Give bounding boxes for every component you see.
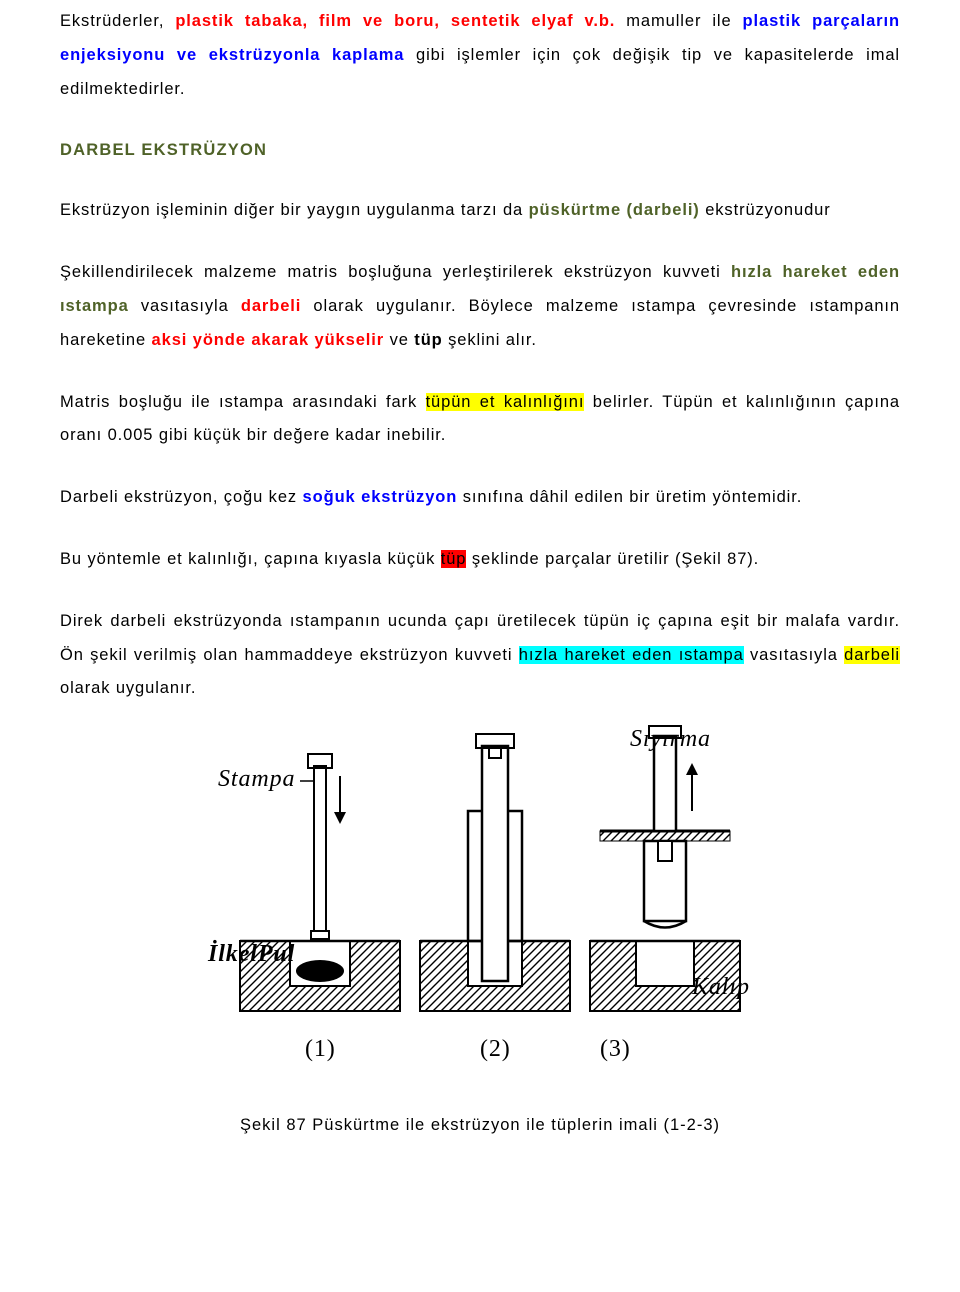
paragraph-6: Bu yöntemle et kalınlığı, çapına kıyasla…	[60, 543, 900, 577]
figure-caption: Şekil 87 Püskürtme ile ekstrüzyon ile tü…	[60, 1109, 900, 1143]
paragraph-1: Ekstrüderler, plastik tabaka, film ve bo…	[60, 5, 900, 106]
p1-text-c: mamuller ile	[615, 12, 742, 30]
p3-c: vasıtasıyla	[129, 297, 241, 315]
p7-highlight-yellow: darbeli	[844, 646, 900, 664]
label-n3: (3)	[600, 1036, 631, 1062]
p3-bold: tüp	[414, 331, 442, 349]
paragraph-2: Ekstrüzyon işleminin diğer bir yaygın uy…	[60, 194, 900, 228]
label-siyirma: Sıyırma	[630, 726, 711, 752]
paragraph-4: Matris boşluğu ile ıstampa arasındaki fa…	[60, 386, 900, 454]
stage-3	[590, 726, 740, 1011]
paragraph-3: Şekillendirilecek malzeme matris boşluğu…	[60, 256, 900, 357]
p7-e: olarak uygulanır.	[60, 679, 196, 697]
p3-g: ve	[384, 331, 414, 349]
p3-red-1: darbeli	[241, 297, 301, 315]
p5-c: sınıfına dâhil edilen bir üretim yöntemi…	[457, 488, 802, 506]
p2-olive: püskürtme (darbeli)	[529, 201, 700, 219]
p2-c: ekstrüzyonudur	[700, 201, 831, 219]
p5-blue: soğuk ekstrüzyon	[303, 488, 458, 506]
paragraph-5: Darbeli ekstrüzyon, çoğu kez soğuk ekstr…	[60, 481, 900, 515]
p1-text-a: Ekstrüderler,	[60, 12, 175, 30]
stage-1	[240, 754, 400, 1011]
label-stampa: Stampa	[218, 766, 295, 792]
label-kalip: Kalıp	[691, 974, 750, 1000]
p3-i: şeklini alır.	[443, 331, 537, 349]
label-n2: (2)	[480, 1036, 511, 1062]
document-page: Ekstrüderler, plastik tabaka, film ve bo…	[0, 0, 960, 1292]
stage-2	[420, 734, 570, 1011]
paragraph-7: Direk darbeli ekstrüzyonda ıstampanın uc…	[60, 605, 900, 706]
figure-87: Stampa Sıyırma İlkelPul Kalıp (1) (2) (3…	[60, 716, 900, 1089]
p6-highlight: tüp	[441, 550, 467, 568]
p4-a: Matris boşluğu ile ıstampa arasındaki fa…	[60, 393, 426, 411]
label-n1: (1)	[305, 1036, 336, 1062]
section-heading: DARBEL EKSTRÜZYON	[60, 134, 900, 168]
p3-red-2: aksi yönde akarak yükselir	[152, 331, 385, 349]
p7-highlight-cyan: hızla hareket eden ıstampa	[519, 646, 744, 664]
label-ilkelpul: İlkelPul	[207, 940, 295, 967]
p6-a: Bu yöntemle et kalınlığı, çapına kıyasla…	[60, 550, 441, 568]
p1-red: plastik tabaka, film ve boru, sentetik e…	[175, 12, 615, 30]
p3-a: Şekillendirilecek malzeme matris boşluğu…	[60, 263, 731, 281]
p7-c: vasıtasıyla	[744, 646, 844, 664]
p4-highlight: tüpün et kalınlığını	[426, 393, 585, 411]
p6-c: şeklinde parçalar üretilir (Şekil 87).	[466, 550, 759, 568]
figure-svg: Stampa Sıyırma İlkelPul Kalıp (1) (2) (3…	[200, 716, 760, 1076]
p2-a: Ekstrüzyon işleminin diğer bir yaygın uy…	[60, 201, 529, 219]
p5-a: Darbeli ekstrüzyon, çoğu kez	[60, 488, 303, 506]
